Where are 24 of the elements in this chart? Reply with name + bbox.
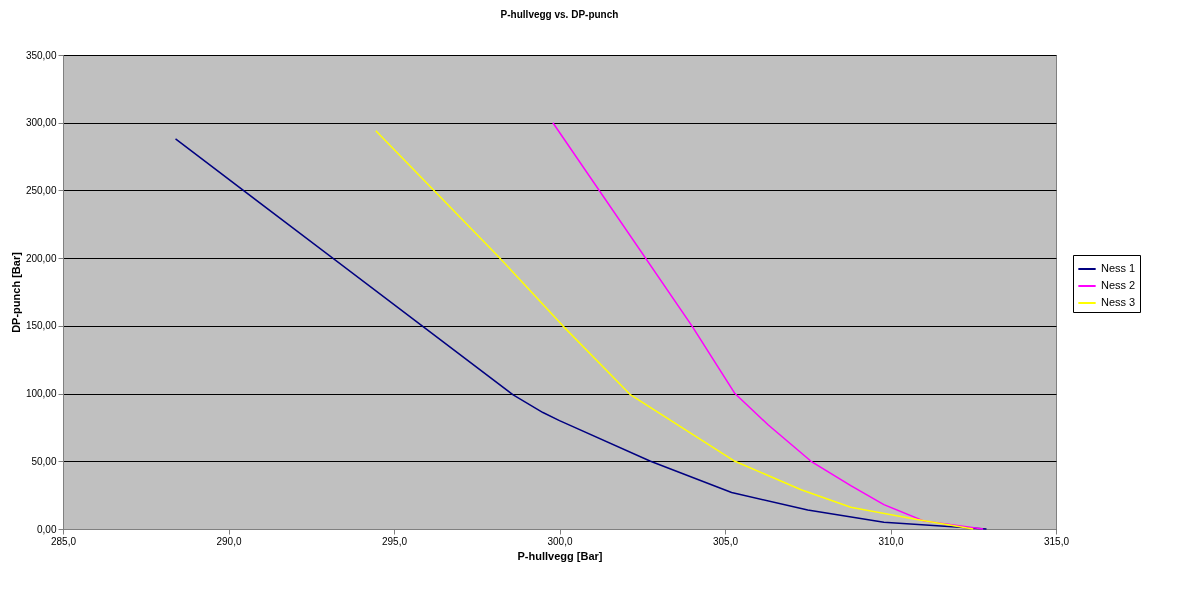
line-series	[375, 130, 974, 530]
y-tick-label: 300,00	[25, 117, 57, 129]
y-tick-label: 200,00	[25, 252, 57, 264]
chart-title: P-hullvegg vs. DP-punch	[500, 9, 619, 20]
x-tick-label: 285,0	[50, 535, 77, 547]
y-tick-label: 150,00	[25, 320, 57, 332]
y-tick-label: 250,00	[25, 184, 57, 196]
y-tick-label: 100,00	[25, 388, 57, 400]
x-tick-label: 315,0	[1043, 535, 1070, 547]
x-tick-label: 300,0	[547, 535, 573, 547]
y-tick-label: 0,00	[37, 523, 57, 535]
x-tick-label: 310,0	[878, 535, 904, 547]
y-tick-label: 350,00	[25, 49, 57, 61]
x-tick-label: 295,0	[381, 535, 408, 547]
x-tick-label: 290,0	[216, 535, 242, 547]
legend-label: Ness 3	[1101, 296, 1136, 308]
y-axis-title: DP-punch [Bar]	[9, 251, 22, 333]
y-tick-label: 50,00	[31, 455, 57, 467]
legend-label: Ness 1	[1101, 262, 1136, 274]
x-axis-title: P-hullvegg [Bar]	[517, 549, 603, 562]
line-series	[174, 138, 988, 530]
x-tick-label: 305,0	[712, 535, 739, 547]
line-series	[552, 121, 984, 530]
legend-label: Ness 2	[1101, 279, 1136, 291]
